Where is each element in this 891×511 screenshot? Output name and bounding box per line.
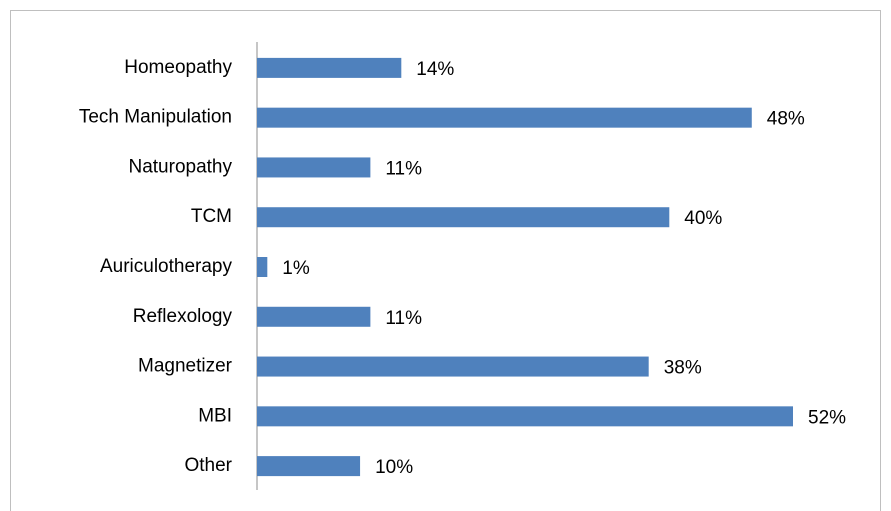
- category-label: Magnetizer: [138, 356, 233, 377]
- category-label: Homeopathy: [124, 57, 232, 78]
- category-label: Tech Manipulation: [79, 107, 232, 128]
- bar: [257, 356, 649, 377]
- value-label: 40%: [684, 208, 722, 229]
- bar: [257, 57, 402, 78]
- value-label: 10%: [375, 457, 413, 478]
- bar: [257, 107, 752, 128]
- category-label: Naturopathy: [128, 156, 232, 177]
- chart-frame: [10, 10, 881, 511]
- value-label: 1%: [282, 258, 310, 279]
- bar: [257, 207, 670, 228]
- bar: [257, 456, 361, 477]
- value-label: 14%: [416, 59, 454, 80]
- value-label: 11%: [385, 308, 422, 329]
- category-label: Other: [184, 455, 232, 476]
- value-label: 38%: [664, 358, 702, 379]
- value-label: 52%: [808, 407, 846, 428]
- bar: [257, 406, 793, 427]
- category-label: MBI: [198, 405, 232, 426]
- bar: [257, 157, 371, 178]
- category-label: Reflexology: [133, 306, 233, 327]
- value-label: 48%: [767, 109, 805, 130]
- bar: [257, 257, 268, 277]
- category-label: TCM: [191, 206, 232, 227]
- bar: [257, 306, 371, 327]
- value-label: 11%: [385, 158, 422, 179]
- category-label: Auriculotherapy: [100, 256, 233, 277]
